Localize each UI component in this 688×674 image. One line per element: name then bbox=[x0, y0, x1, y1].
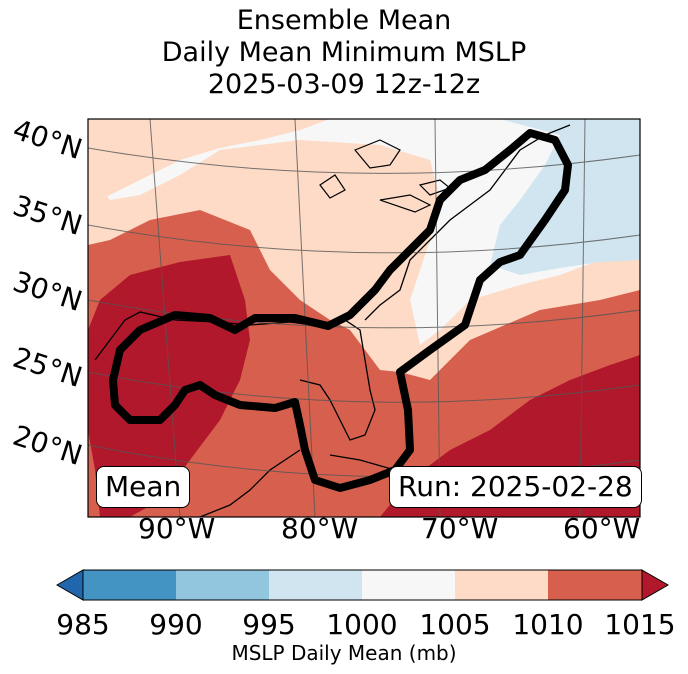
map-area bbox=[88, 119, 640, 517]
title-line-2: Daily Mean Minimum MSLP bbox=[161, 37, 527, 68]
colorbar-frame bbox=[82, 569, 643, 601]
map-frame bbox=[87, 118, 641, 518]
colorbar-1005-1010 bbox=[455, 570, 548, 600]
lon-label-80w: 80°W bbox=[281, 512, 359, 545]
mean-label-box: Mean bbox=[96, 466, 191, 508]
colorbar-extend-low bbox=[55, 569, 84, 601]
colorbar-990-995 bbox=[176, 570, 269, 600]
contour-1010-line bbox=[109, 129, 572, 492]
title-line-1: Ensemble Mean bbox=[236, 5, 452, 36]
colorbar-extend-high bbox=[641, 569, 670, 601]
great-lakes bbox=[319, 139, 452, 213]
coastline bbox=[94, 124, 571, 517]
colorbar-tick-995: 995 bbox=[242, 608, 296, 641]
colorbar-tick-1005: 1005 bbox=[419, 608, 491, 641]
colorbar-tick-1000: 1000 bbox=[326, 608, 398, 641]
colorbar bbox=[55, 569, 670, 601]
colorbar-985-990 bbox=[83, 570, 176, 600]
field-1005-1010-inner bbox=[88, 119, 330, 200]
lon-label-70w: 70°W bbox=[421, 512, 499, 545]
lon-label-60w: 60°W bbox=[563, 512, 641, 545]
colorbar-tick-990: 990 bbox=[149, 608, 203, 641]
colorbar-1010-1015 bbox=[548, 570, 642, 600]
colorbar-995-1000 bbox=[269, 570, 362, 600]
title-line-3: 2025-03-09 12z-12z bbox=[207, 69, 481, 100]
colorbar-label: MSLP Daily Mean (mb) bbox=[231, 641, 457, 665]
colorbar-tick-985: 985 bbox=[56, 608, 110, 641]
colorbar-1000-1005 bbox=[362, 570, 455, 600]
lon-label-90w: 90°W bbox=[138, 512, 216, 545]
colorbar-tick-1015: 1015 bbox=[604, 608, 676, 641]
run-date-box: Run: 2025-02-28 bbox=[389, 466, 642, 508]
graticule bbox=[88, 119, 640, 517]
colorbar-tick-1010: 1010 bbox=[512, 608, 584, 641]
